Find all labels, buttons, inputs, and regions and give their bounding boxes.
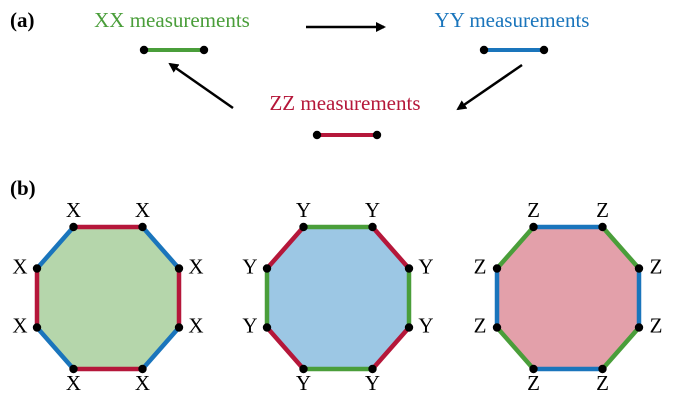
vertex-dot — [598, 222, 607, 232]
vertex-dot — [32, 264, 42, 273]
vertex-dot — [634, 323, 644, 332]
arrow — [456, 63, 523, 111]
octagon — [497, 227, 639, 369]
vertex-dot — [138, 364, 147, 374]
vertex-dot — [539, 45, 549, 55]
octagon-edge — [494, 325, 536, 372]
arrow — [168, 62, 234, 110]
vertex-label: Z — [527, 198, 540, 222]
vertex-label: X — [12, 254, 27, 278]
vertex-dot — [138, 222, 147, 232]
vertex-label: Y — [296, 371, 311, 395]
octagon-edge — [264, 224, 306, 271]
vertex-label: Z — [527, 371, 540, 395]
vertex-dot — [368, 222, 377, 232]
octagon — [37, 227, 179, 369]
octagon-edge — [370, 224, 412, 271]
vertex-label: Z — [474, 313, 487, 337]
vertex-dot — [262, 323, 272, 332]
vertex-label: X — [188, 313, 203, 337]
vertex-label: X — [66, 371, 81, 395]
vertex-dot — [404, 264, 414, 273]
vertex-label: Z — [596, 198, 609, 222]
vertex-label: X — [12, 313, 27, 337]
measurement-label: ZZ measurements — [269, 91, 420, 115]
octagon-edge — [264, 325, 306, 372]
vertex-label: Y — [242, 313, 257, 337]
vertex-label: Z — [596, 371, 609, 395]
vertex-label: X — [135, 371, 150, 395]
vertex-label: X — [66, 198, 81, 222]
panel-label: (b) — [10, 176, 36, 200]
vertex-dot — [174, 264, 184, 273]
panel-label: (a) — [10, 8, 35, 32]
vertex-dot — [69, 364, 78, 374]
vertex-label: X — [135, 198, 150, 222]
octagon-edge — [34, 325, 76, 372]
octagon-edge — [140, 224, 182, 271]
vertex-dot — [368, 364, 377, 374]
measurement-label: YY measurements — [435, 8, 590, 32]
vertex-label: Y — [365, 371, 380, 395]
octagon-edge — [370, 325, 412, 372]
vertex-dot — [299, 364, 308, 374]
vertex-dot — [634, 264, 644, 273]
vertex-label: Y — [418, 313, 433, 337]
vertex-dot — [199, 45, 209, 55]
vertex-dot — [479, 45, 489, 55]
vertex-label: Y — [365, 198, 380, 222]
vertex-dot — [404, 323, 414, 332]
vertex-label: Y — [242, 254, 257, 278]
vertex-dot — [174, 323, 184, 332]
vertex-label: X — [188, 254, 203, 278]
octagon — [267, 227, 409, 369]
vertex-label: Y — [296, 198, 311, 222]
vertex-label: Z — [474, 254, 487, 278]
vertex-dot — [529, 222, 538, 232]
measurement-label: XX measurements — [94, 8, 250, 32]
octagon-edge — [140, 325, 182, 372]
vertex-label: Z — [650, 254, 663, 278]
vertex-dot — [529, 364, 538, 374]
vertex-dot — [139, 45, 149, 55]
vertex-dot — [312, 130, 322, 140]
vertex-dot — [492, 264, 502, 273]
vertex-dot — [69, 222, 78, 232]
vertex-dot — [492, 323, 502, 332]
octagon-edge — [34, 224, 76, 271]
vertex-label: Z — [650, 313, 663, 337]
vertex-dot — [299, 222, 308, 232]
vertex-label: Y — [418, 254, 433, 278]
vertex-dot — [598, 364, 607, 374]
octagon-edge — [600, 224, 642, 271]
vertex-dot — [372, 130, 382, 140]
vertex-dot — [32, 323, 42, 332]
vertex-dot — [262, 264, 272, 273]
octagon-edge — [600, 325, 642, 372]
octagon-edge — [494, 224, 536, 271]
